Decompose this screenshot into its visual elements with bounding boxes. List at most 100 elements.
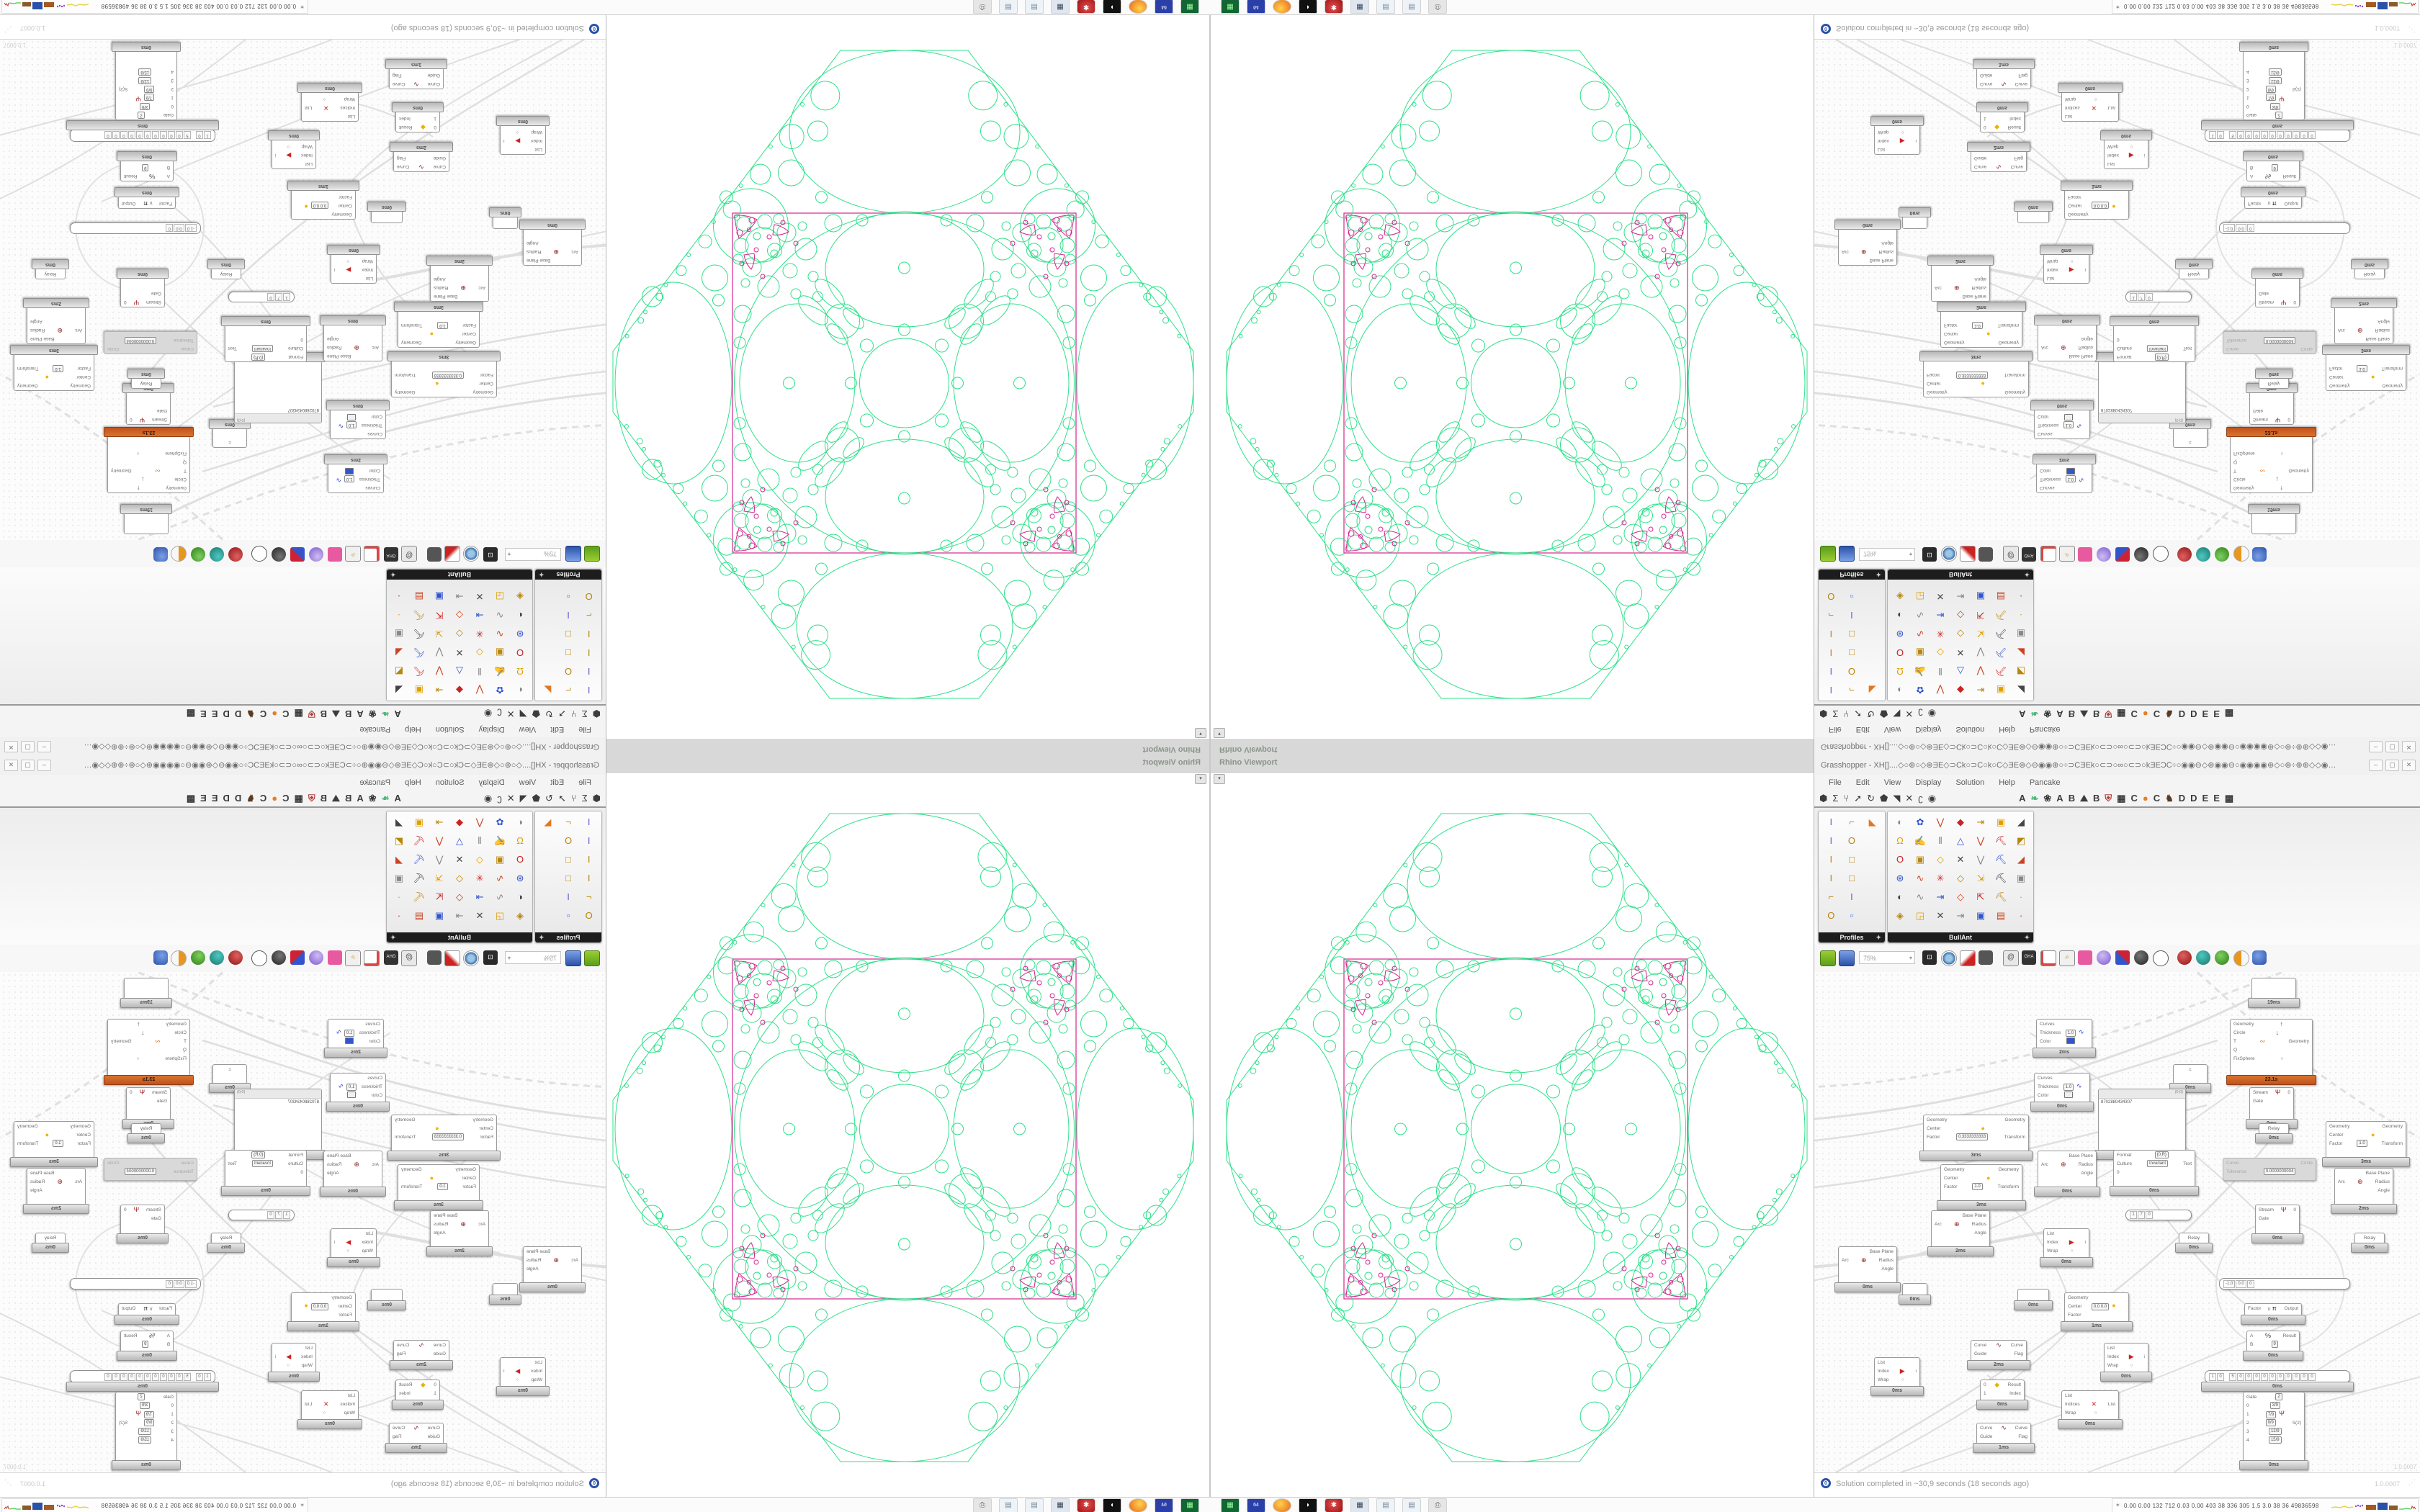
tab-vector[interactable]: ➚ <box>557 793 566 804</box>
save-file-button[interactable] <box>565 950 581 966</box>
tab-display[interactable]: ◉ <box>483 793 493 804</box>
bullant-component-icon[interactable]: · <box>2019 591 2023 602</box>
zoom-extents-button[interactable]: ⊡ <box>483 547 498 562</box>
bullant-component-icon[interactable]: ✕ <box>455 647 464 658</box>
profile-section-icon[interactable]: I <box>587 647 591 658</box>
tab-plugin-7-shield[interactable]: ⛨ <box>2105 708 2112 719</box>
node-pick-n-choose[interactable]: 0 ◆ Result 1 Index 0ms <box>392 1380 444 1410</box>
bullant-component-icon[interactable]: ⇥ <box>1976 685 1985 696</box>
bullant-component-icon[interactable]: ▣ <box>495 647 505 658</box>
tab-maths[interactable]: Σ <box>1832 708 1839 719</box>
group-orange-button[interactable] <box>2233 546 2249 562</box>
menu-help[interactable]: Help <box>405 778 421 787</box>
node-list-item-2[interactable]: List Index ▶ i Wrap ○ 0ms <box>1870 116 1924 155</box>
bullant-component-icon[interactable]: ◩ <box>2016 666 2026 677</box>
tab-params[interactable]: ⬢ <box>1819 708 1828 719</box>
profile-section-icon[interactable]: □ <box>565 647 571 658</box>
tab-plugin-8-grid[interactable]: ▦ <box>2117 793 2126 804</box>
resize-grip[interactable]: ⋰ <box>4 1479 12 1487</box>
preview-wireframe-button[interactable] <box>251 546 267 562</box>
profile-section-icon[interactable] <box>1862 851 1883 870</box>
window-button[interactable] <box>364 546 380 562</box>
bullant-component-icon[interactable]: O <box>1896 647 1904 658</box>
tab-plugin-1-leaf[interactable]: ❧ <box>381 708 390 719</box>
taskbar-icon-calculator[interactable]: ▦ <box>1051 1498 1070 1512</box>
node-relay-mini-2[interactable]: 0ms <box>2014 202 2053 223</box>
preview-wireframe-button[interactable] <box>2153 546 2169 562</box>
preview-shaded-button[interactable] <box>2177 547 2192 562</box>
profile-section-icon[interactable]: O <box>1847 666 1856 677</box>
node-list-item-2[interactable]: List Index ▶ i Wrap ○ 0ms <box>1870 1357 1924 1396</box>
tab-plugin-1-leaf[interactable]: ❧ <box>381 793 390 804</box>
profile-section-icon[interactable]: □ <box>565 854 571 865</box>
tab-vector[interactable]: ➚ <box>1854 793 1863 804</box>
node-scale-3[interactable]: Geometry Geometry Center ● Factor 1.0 Transfor… <box>2322 345 2410 391</box>
bullant-component-icon[interactable]: ▣ <box>434 910 444 921</box>
node-list-item-2[interactable]: List Index ▶ i Wrap ○ 0ms <box>496 1357 550 1396</box>
tab-rhino-viewport[interactable]: Rhino Viewport <box>1219 745 1278 754</box>
menu-solution[interactable]: Solution <box>435 725 465 734</box>
tab-plugin-0-a[interactable]: A <box>394 793 401 804</box>
profile-section-icon[interactable]: O <box>585 910 593 921</box>
bullant-component-icon[interactable]: ✿ <box>1916 685 1924 696</box>
taskbar-icon-cat-app[interactable]: ◗ <box>1299 1498 1317 1512</box>
node-deconstruct-arc-4[interactable]: Base Plane Arc ⊕ Radius Angle 0ms <box>519 1246 586 1292</box>
node-list-item-1[interactable]: List Index ▶ i Wrap ○ 0ms <box>327 245 380 284</box>
node-digit-slider[interactable]: 1 0 5 0 0 0 0 0 0 0 0 0 0 0ms <box>66 120 219 142</box>
internalise-button[interactable]: @ <box>401 950 417 966</box>
node-list-item-1[interactable]: List Index ▶ i Wrap ○ 0ms <box>2040 1228 2093 1267</box>
tab-plugin-2-blob[interactable]: ❀ <box>2043 708 2052 719</box>
group-green-button[interactable] <box>2215 950 2229 965</box>
bullant-component-icon[interactable]: ⇥ <box>435 816 444 827</box>
sketch-button[interactable] <box>444 546 460 562</box>
node-flip-curve-1[interactable]: Curve ∿ Curve Guide Flag 2ms <box>390 1340 453 1370</box>
profile-section-icon[interactable]: ▫ <box>1850 591 1854 602</box>
taskbar-icon-calculator[interactable]: ▦ <box>1051 0 1070 14</box>
tab-plugin-9-c[interactable]: C <box>282 793 290 804</box>
taskbar-icon-firefox[interactable] <box>1129 1498 1147 1512</box>
node-deconstruct-arc-1[interactable]: Base Plane Arc ⊕ Radius Angle 0ms <box>2034 315 2100 361</box>
node-deconstruct-arc-1[interactable]: Base Plane Arc ⊕ Radius Angle 0ms <box>320 1151 386 1197</box>
node-relay-mini-1[interactable]: 0ms <box>1899 207 1931 229</box>
node-fix-sphere[interactable]: Geometry ↑ Circle ↓ T ∾ Geometry Q FixSphere ○ 23.… <box>2226 427 2316 493</box>
bullant-component-icon[interactable]: ✿ <box>1916 816 1924 827</box>
profile-section-icon[interactable]: O <box>564 835 573 846</box>
profile-section-icon[interactable] <box>537 605 558 624</box>
bullant-component-icon[interactable]: ◇ <box>1957 629 1964 639</box>
profile-section-icon[interactable]: I <box>587 854 591 865</box>
bullant-component-icon[interactable]: ✍ <box>493 666 506 677</box>
resize-grip[interactable]: ⋰ <box>2408 1479 2416 1487</box>
bullant-component-icon[interactable]: ▣ <box>1915 854 1925 865</box>
preview-off-button[interactable] <box>2134 547 2148 562</box>
node-list-item-3[interactable]: List Index ▶ i Wrap ○ 0ms <box>2100 1343 2152 1382</box>
finder-button[interactable]: ⌕ <box>2059 950 2075 966</box>
menu-view[interactable]: View <box>519 725 537 734</box>
bullant-component-icon[interactable]: ◆ <box>1957 685 1964 696</box>
tab-intersect[interactable]: ✕ <box>506 708 515 719</box>
preview-quality-button[interactable] <box>1941 546 1957 562</box>
bullant-component-icon[interactable]: ⋁ <box>1976 647 1985 658</box>
preview-off-button[interactable] <box>272 950 286 965</box>
node-cull-index[interactable]: List Indices ✕ List Wrap ○ 0ms <box>2058 83 2123 122</box>
taskbar-icon-floppy-64[interactable]: 64 <box>1155 1498 1173 1512</box>
bullant-component-icon[interactable]: ◆ <box>456 816 463 827</box>
node-scale-1[interactable]: Geometry Geometry Center ● Factor 0.333333333… <box>387 1115 501 1161</box>
menu-solution[interactable]: Solution <box>1955 725 1985 734</box>
bullant-component-icon[interactable]: ⇱ <box>435 610 444 621</box>
profile-section-icon[interactable]: □ <box>565 629 571 639</box>
bullant-component-icon[interactable]: ⛏ <box>413 873 426 883</box>
preview-wireframe-button[interactable] <box>2153 950 2169 966</box>
tab-rhino-viewport[interactable]: Rhino Viewport <box>1142 758 1201 767</box>
taskbar-icon-notepad-1[interactable]: ▤ <box>1376 1498 1395 1512</box>
node-partial-19ms[interactable]: 19ms <box>2248 504 2300 534</box>
node-scale-2[interactable]: Geometry Geometry Center ● Factor 1.0 Transfor… <box>1937 302 2026 348</box>
bullant-component-icon[interactable]: ▤ <box>1996 591 2006 602</box>
bullant-component-icon[interactable]: Ω <box>1896 666 1904 677</box>
bullant-component-icon[interactable]: Ω <box>1896 835 1904 846</box>
menu-file[interactable]: File <box>1829 725 1842 734</box>
